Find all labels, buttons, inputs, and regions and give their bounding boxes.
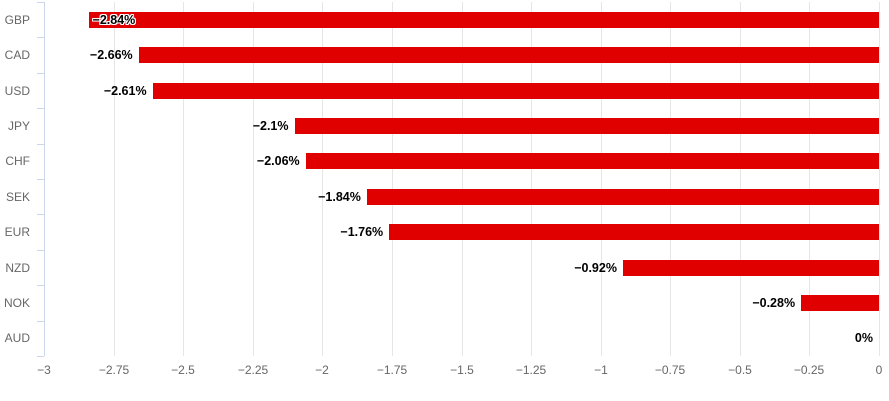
bar-EUR[interactable] xyxy=(389,224,879,240)
y-axis-tick xyxy=(37,108,44,109)
x-axis-tick-label: −2 xyxy=(315,363,329,377)
y-axis-tick xyxy=(37,37,44,38)
gridline xyxy=(739,2,741,356)
gridline xyxy=(600,2,602,356)
y-axis-label-SEK: SEK xyxy=(5,190,30,204)
x-axis-tick-label: −0.5 xyxy=(728,363,752,377)
gridline xyxy=(808,2,810,356)
x-axis-tick-label: −2.5 xyxy=(171,363,195,377)
y-axis-tick xyxy=(37,250,44,251)
gridline xyxy=(461,2,463,356)
x-axis-tick-label: −0.75 xyxy=(654,363,686,377)
y-axis-label-EUR: EUR xyxy=(4,225,30,239)
y-axis-label-CHF: CHF xyxy=(5,154,30,168)
y-axis-tick xyxy=(37,73,44,74)
data-label-JPY: −2.1% xyxy=(252,119,289,133)
gridline xyxy=(530,2,532,356)
gridline xyxy=(878,2,880,356)
bar-NZD[interactable] xyxy=(622,260,879,276)
x-axis-tick-label: −3 xyxy=(37,363,51,377)
data-label-CAD: −2.66% xyxy=(89,48,133,62)
x-axis-tick-label: −2.25 xyxy=(237,363,269,377)
data-label-SEK: −1.84% xyxy=(318,190,361,204)
bar-JPY[interactable] xyxy=(294,118,879,134)
y-axis-label-NZD: NZD xyxy=(5,261,30,275)
y-axis-label-NOK: NOK xyxy=(3,296,30,310)
y-axis-label-GBP: GBP xyxy=(4,13,30,27)
y-axis-label-CAD: CAD xyxy=(4,48,30,62)
y-axis-label-AUD: AUD xyxy=(4,331,30,345)
x-axis-tick-label: −1.5 xyxy=(450,363,474,377)
x-axis-tick-label: 0 xyxy=(875,363,883,377)
y-axis-tick xyxy=(37,356,44,357)
gridline xyxy=(252,2,254,356)
gridline xyxy=(669,2,671,356)
x-axis-tick-label: −2.75 xyxy=(98,363,130,377)
x-axis-tick-label: −1.75 xyxy=(376,363,408,377)
x-axis-tick-label: −0.25 xyxy=(793,363,825,377)
y-axis-tick xyxy=(37,321,44,322)
y-axis-tick xyxy=(37,144,44,145)
data-label-GBP: −2.84% xyxy=(92,13,136,27)
gridline xyxy=(321,2,323,356)
y-axis-tick xyxy=(37,2,44,3)
bar-SEK[interactable] xyxy=(366,189,879,205)
y-axis-label-USD: USD xyxy=(4,84,30,98)
y-axis-tick xyxy=(37,214,44,215)
bar-CHF[interactable] xyxy=(305,153,879,169)
data-label-EUR: −1.76% xyxy=(340,225,384,239)
data-label-USD: −2.61% xyxy=(103,84,147,98)
x-axis-tick-label: −1.25 xyxy=(515,363,547,377)
gridline xyxy=(391,2,393,356)
data-label-CHF: −2.06% xyxy=(256,154,300,168)
data-label-NZD: −0.92% xyxy=(574,261,617,275)
bar-GBP[interactable] xyxy=(88,12,879,28)
data-label-AUD: 0% xyxy=(854,331,873,345)
y-axis-line xyxy=(44,2,45,356)
data-label-NOK: −0.28% xyxy=(752,296,796,310)
bar-CAD[interactable] xyxy=(138,47,879,63)
gridline xyxy=(113,2,115,356)
x-axis-tick-label: −1 xyxy=(594,363,608,377)
y-axis-tick xyxy=(37,285,44,286)
gridline xyxy=(182,2,184,356)
bar-NOK[interactable] xyxy=(801,295,879,311)
y-axis-tick xyxy=(37,179,44,180)
bar-USD[interactable] xyxy=(152,83,879,99)
y-axis-label-JPY: JPY xyxy=(7,119,30,133)
